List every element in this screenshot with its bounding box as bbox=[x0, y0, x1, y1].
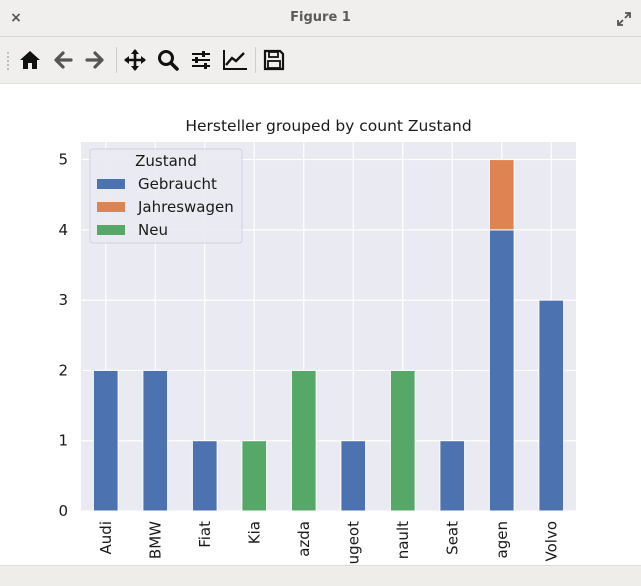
save-button[interactable] bbox=[259, 45, 289, 75]
pan-button[interactable] bbox=[120, 45, 150, 75]
bar-neu-mazda bbox=[290, 369, 317, 512]
move-icon bbox=[124, 49, 146, 71]
x-tick-label: Fiat bbox=[196, 521, 214, 548]
y-tick-label: 1 bbox=[58, 432, 68, 450]
maximize-button[interactable] bbox=[617, 11, 631, 26]
chart-title: Hersteller grouped by count Zustand bbox=[185, 117, 471, 135]
x-tick-label: Seat bbox=[443, 521, 461, 555]
x-tick-label: Volvo bbox=[542, 521, 560, 562]
bar-chart[interactable]: 0 1 2 3 4 5 Audi BMW Fiat Kia azda ugeot nault Seat a… bbox=[0, 84, 641, 565]
x-tick-label: Kia bbox=[245, 521, 263, 544]
arrow-left-icon bbox=[54, 51, 73, 69]
sliders-icon bbox=[192, 51, 210, 69]
maximize-icon bbox=[617, 12, 631, 26]
legend: Zustand Gebraucht Jahreswagen Neu bbox=[89, 148, 243, 244]
figure-canvas[interactable]: 0 1 2 3 4 5 Audi BMW Fiat Kia azda ugeot nault Seat a… bbox=[0, 84, 641, 565]
y-tick-labels: 0 1 2 3 4 5 bbox=[58, 151, 68, 520]
bar-neu-kia bbox=[241, 440, 268, 512]
axes-edit-button[interactable] bbox=[219, 45, 249, 75]
floppy-disk-icon bbox=[263, 49, 285, 71]
home-button[interactable] bbox=[15, 45, 45, 75]
legend-label: Gebraucht bbox=[138, 175, 217, 193]
x-tick-label: ugeot bbox=[344, 521, 362, 564]
home-icon bbox=[20, 51, 40, 69]
bar-jahreswagen-volkswagen bbox=[488, 159, 515, 231]
legend-swatch bbox=[97, 202, 125, 212]
navigation-toolbar bbox=[0, 37, 641, 84]
line-chart-icon bbox=[223, 50, 247, 70]
zoom-button[interactable] bbox=[153, 45, 183, 75]
x-tick-label: azda bbox=[295, 521, 313, 557]
subplots-button[interactable] bbox=[186, 45, 216, 75]
close-button[interactable]: × bbox=[10, 10, 22, 26]
y-tick-label: 3 bbox=[58, 291, 68, 309]
x-tick-label: nault bbox=[394, 521, 412, 559]
toolbar-separator bbox=[255, 47, 256, 73]
legend-label: Neu bbox=[138, 221, 168, 239]
legend-label: Jahreswagen bbox=[137, 198, 234, 216]
status-bar bbox=[0, 565, 641, 586]
bar-gebraucht-audi bbox=[92, 369, 119, 512]
y-tick-label: 4 bbox=[58, 221, 68, 239]
legend-title: Zustand bbox=[135, 152, 197, 170]
bar-gebraucht-peugeot bbox=[340, 440, 367, 512]
legend-box bbox=[89, 148, 243, 244]
bar-neu-renault bbox=[389, 369, 416, 512]
bar-gebraucht-volkswagen bbox=[488, 229, 515, 512]
toolbar-separator bbox=[116, 47, 117, 73]
back-button[interactable] bbox=[48, 45, 78, 75]
bar-gebraucht-bmw bbox=[142, 369, 169, 512]
bars bbox=[92, 159, 565, 512]
title-bar: × Figure 1 bbox=[0, 0, 641, 37]
magnifier-icon bbox=[158, 50, 179, 71]
bar-gebraucht-seat bbox=[439, 440, 466, 512]
x-tick-labels: Audi BMW Fiat Kia azda ugeot nault Seat agen Volv… bbox=[97, 521, 561, 564]
y-tick-label: 0 bbox=[58, 502, 68, 520]
y-tick-label: 5 bbox=[58, 151, 68, 169]
arrow-right-icon bbox=[85, 51, 104, 69]
x-tick-label: agen bbox=[493, 521, 511, 558]
x-tick-label: Audi bbox=[97, 521, 115, 554]
legend-swatch bbox=[97, 179, 125, 189]
y-tick-label: 2 bbox=[58, 361, 68, 379]
toolbar-grip[interactable] bbox=[6, 51, 10, 71]
bar-gebraucht-volvo bbox=[538, 299, 565, 512]
bar-gebraucht-fiat bbox=[191, 440, 218, 512]
window-title: Figure 1 bbox=[290, 10, 351, 25]
forward-button[interactable] bbox=[80, 45, 110, 75]
legend-swatch bbox=[97, 225, 125, 235]
x-tick-label: BMW bbox=[146, 521, 164, 559]
